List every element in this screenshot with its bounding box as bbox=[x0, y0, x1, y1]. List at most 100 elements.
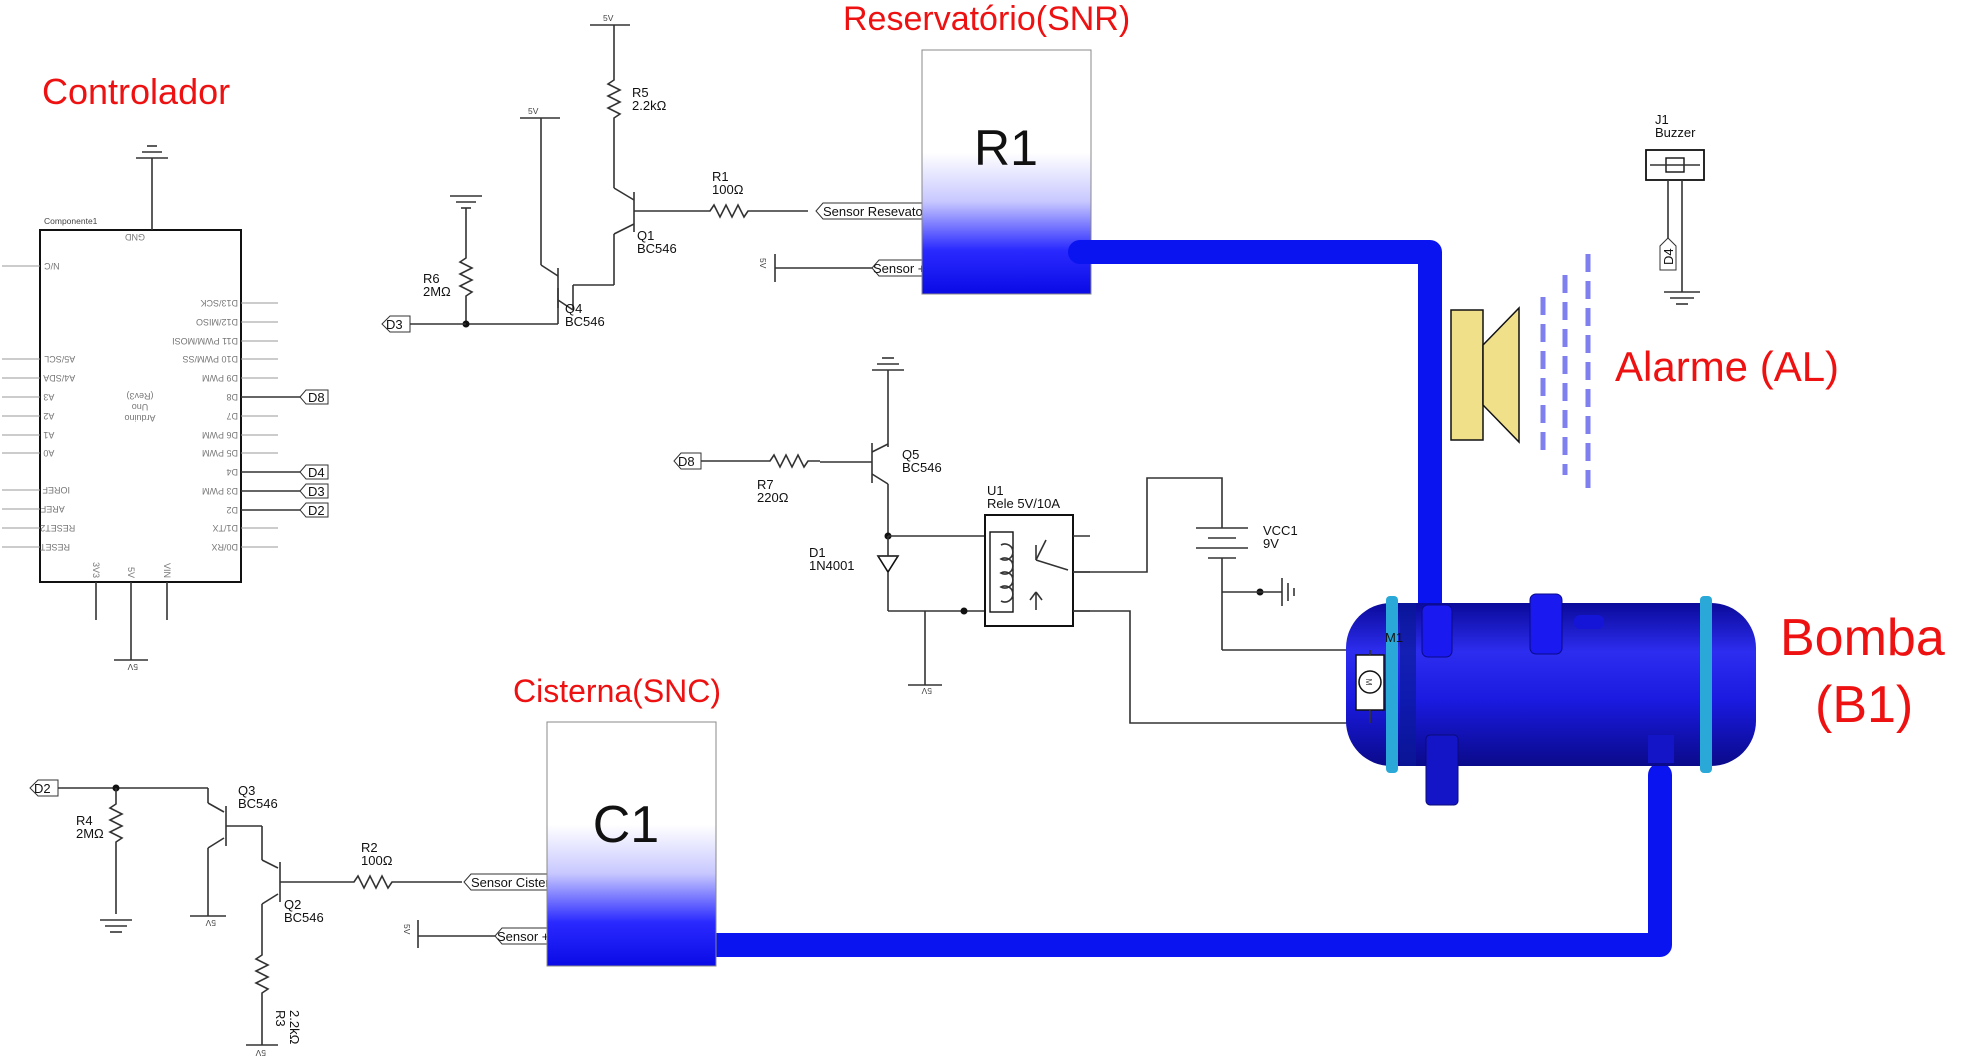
tag-sensor-cisterna: Sensor Cisterna bbox=[463, 873, 572, 891]
arduino-name-line1: Arduino bbox=[124, 413, 155, 423]
tank-c1: C1 bbox=[546, 721, 717, 967]
q1-value: BC546 bbox=[637, 241, 677, 256]
arduino-bottom-pins: 3V3 5V VIN bbox=[91, 562, 172, 578]
arduino-bottom-pin: 5V bbox=[126, 567, 136, 578]
q5-ref: Q5 bbox=[902, 447, 919, 462]
svg-text:D2: D2 bbox=[34, 781, 51, 796]
arduino-right-pin: D3 PWM bbox=[202, 486, 238, 496]
tank-r1-label: R1 bbox=[974, 120, 1038, 176]
arduino-left-pin: N/C bbox=[44, 261, 60, 271]
pump-title-line1: Bomba bbox=[1780, 609, 1945, 667]
arduino-left-pin: A0 bbox=[43, 448, 54, 458]
q4-value: BC546 bbox=[565, 314, 605, 329]
tag-d3: D3 bbox=[241, 483, 329, 499]
supply-q3: 5V bbox=[205, 918, 216, 928]
q5-transistor bbox=[820, 443, 889, 536]
arduino-right-pin: D2 bbox=[226, 505, 238, 515]
arduino-right-pin: D10 PWM/SS bbox=[182, 354, 238, 364]
arduino-left-pin: A4/SDA bbox=[43, 373, 75, 383]
r2-value: 100Ω bbox=[361, 853, 393, 868]
q2-transistor bbox=[261, 859, 340, 945]
arduino-left-pin: A1 bbox=[43, 430, 54, 440]
arduino-right-pin: D8 bbox=[226, 392, 238, 402]
pump-b1: M M1 bbox=[1346, 593, 1756, 806]
pump-title-line2: (B1) bbox=[1815, 676, 1913, 734]
r6-resistor bbox=[458, 208, 474, 324]
arduino-right-pin: D0/RX bbox=[211, 542, 238, 552]
r7-resistor bbox=[700, 453, 820, 469]
motor-letter: M bbox=[1364, 678, 1374, 685]
arduino-left-pins: N/C A5/SCL A4/SDA A3 A2 A1 A0 IOREF AREF RESET2 RE… bbox=[2, 261, 75, 552]
q3-transistor bbox=[190, 788, 263, 917]
u1-value: Rele 5V/10A bbox=[987, 496, 1060, 511]
reservoir-sensor-circuit: 5V R5 2.2kΩ Q1 BC546 R1 100Ω Sensor Rese… bbox=[381, 13, 944, 333]
tag-d8: D8 bbox=[241, 389, 329, 405]
relay-driver-circuit: Q5 BC546 R7 220Ω D8 D1 1N4001 5V bbox=[673, 357, 1375, 724]
arduino-supply-label: 5V bbox=[127, 662, 138, 672]
arduino-right-pin: D9 PWM bbox=[202, 373, 238, 383]
svg-text:D8: D8 bbox=[678, 454, 695, 469]
r3-value: 2.2kΩ bbox=[287, 1010, 302, 1045]
r3-ref: R3 bbox=[273, 1010, 288, 1027]
svg-text:D4: D4 bbox=[308, 465, 325, 480]
arduino-right-pin: D13/SCK bbox=[200, 298, 238, 308]
r5-resistor bbox=[606, 70, 622, 188]
arduino-name-line2: Uno bbox=[132, 402, 149, 412]
r7-value: 220Ω bbox=[757, 490, 789, 505]
d1-value: 1N4001 bbox=[809, 558, 855, 573]
r6-value: 2MΩ bbox=[423, 284, 451, 299]
tag-d8-input: D8 bbox=[673, 452, 702, 470]
r2-resistor bbox=[340, 874, 462, 890]
alarm-speaker bbox=[1450, 254, 1591, 495]
r4-value: 2MΩ bbox=[76, 826, 104, 841]
tank-r1-body bbox=[921, 49, 1092, 295]
arduino-component-name: Componente1 bbox=[44, 216, 98, 226]
arduino-left-pin: RESET2 bbox=[40, 523, 75, 533]
q4-ref: Q4 bbox=[565, 301, 582, 316]
q4-transistor bbox=[467, 264, 614, 325]
arduino-right-pin: D4 bbox=[226, 467, 238, 477]
arduino-gnd-pin: GND bbox=[125, 232, 146, 242]
supply-r3: 5V bbox=[255, 1048, 266, 1058]
supply-sens-a: 5V bbox=[758, 258, 768, 269]
tag-d2-input: D2 bbox=[29, 779, 59, 797]
supply-q4: 5V bbox=[528, 106, 539, 116]
arduino-body bbox=[39, 229, 242, 583]
r1-value: 100Ω bbox=[712, 182, 744, 197]
r2-ref: R2 bbox=[361, 840, 378, 855]
svg-text:Sensor Cisterna: Sensor Cisterna bbox=[471, 875, 565, 890]
arduino-right-pin: D7 bbox=[226, 411, 238, 421]
arduino-bottom-pin: VIN bbox=[162, 563, 172, 578]
tank-r1: R1 bbox=[921, 49, 1092, 295]
motor-m1 bbox=[1358, 670, 1382, 694]
arduino-left-pin: A3 bbox=[43, 392, 54, 402]
u1-ref: U1 bbox=[987, 483, 1004, 498]
m1-ref: M1 bbox=[1385, 630, 1403, 645]
pipe-reservoir bbox=[1068, 240, 1442, 637]
tag-d2: D2 bbox=[241, 502, 329, 518]
arduino-left-pin: A2 bbox=[43, 411, 54, 421]
supply-sens-b: 5V bbox=[402, 924, 412, 935]
buzzer-pin-tag: D4 bbox=[1661, 248, 1676, 265]
tag-d4: D4 bbox=[241, 464, 329, 480]
tag-d3-input: D3 bbox=[381, 315, 411, 333]
arduino-bottom-pin: 3V3 bbox=[91, 562, 101, 578]
arduino-left-pin: RESET bbox=[39, 542, 70, 552]
svg-text:D8: D8 bbox=[308, 390, 325, 405]
q3-value: BC546 bbox=[238, 796, 278, 811]
controller-title: Controlador bbox=[42, 71, 230, 112]
supply-relay: 5V bbox=[921, 686, 932, 696]
arduino-right-pin: D6 PWM bbox=[202, 430, 238, 440]
arduino-name-line3: (Rev3) bbox=[126, 391, 153, 401]
j1-ref: J1 bbox=[1655, 112, 1669, 127]
svg-text:Sensor Resevatorio: Sensor Resevatorio bbox=[823, 204, 937, 219]
q1-transistor bbox=[613, 187, 690, 268]
arduino-right-pin: D12/MISO bbox=[196, 317, 238, 327]
r5-value: 2.2kΩ bbox=[632, 98, 667, 113]
r3-resistor bbox=[254, 945, 270, 1045]
r5-ref: R5 bbox=[632, 85, 649, 100]
r6-ref: R6 bbox=[423, 271, 440, 286]
r1-ref: R1 bbox=[712, 169, 729, 184]
